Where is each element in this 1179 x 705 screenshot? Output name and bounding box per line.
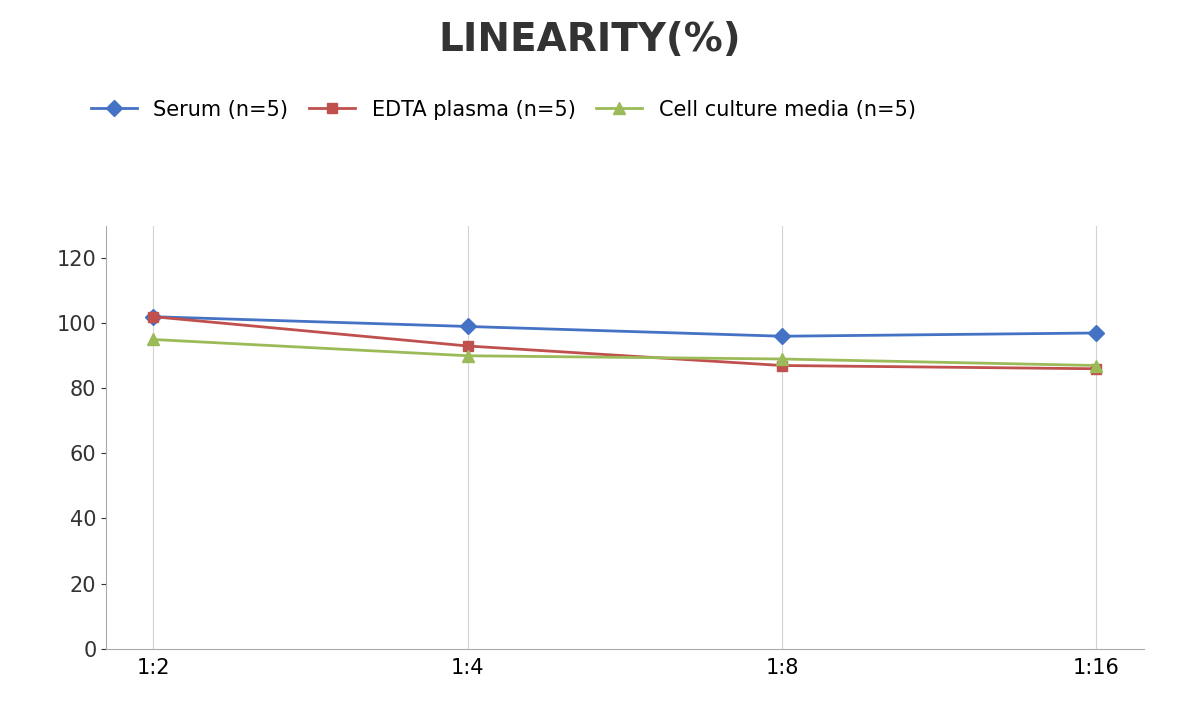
EDTA plasma (n=5) (775, 361, 789, 369)
EDTA plasma (n=5) (146, 312, 160, 321)
Line: Serum (n=5): Serum (n=5) (147, 311, 1102, 342)
EDTA plasma (n=5) (1089, 364, 1104, 373)
EDTA plasma (n=5) (461, 342, 475, 350)
Cell culture media (n=5) (775, 355, 789, 363)
Line: EDTA plasma (n=5): EDTA plasma (n=5) (149, 312, 1101, 374)
Cell culture media (n=5) (461, 352, 475, 360)
Serum (n=5) (146, 312, 160, 321)
Serum (n=5) (461, 322, 475, 331)
Serum (n=5) (1089, 329, 1104, 337)
Cell culture media (n=5) (146, 336, 160, 344)
Legend: Serum (n=5), EDTA plasma (n=5), Cell culture media (n=5): Serum (n=5), EDTA plasma (n=5), Cell cul… (83, 92, 924, 129)
Serum (n=5) (775, 332, 789, 341)
Text: LINEARITY(%): LINEARITY(%) (439, 21, 740, 59)
Line: Cell culture media (n=5): Cell culture media (n=5) (147, 334, 1102, 371)
Cell culture media (n=5) (1089, 361, 1104, 369)
